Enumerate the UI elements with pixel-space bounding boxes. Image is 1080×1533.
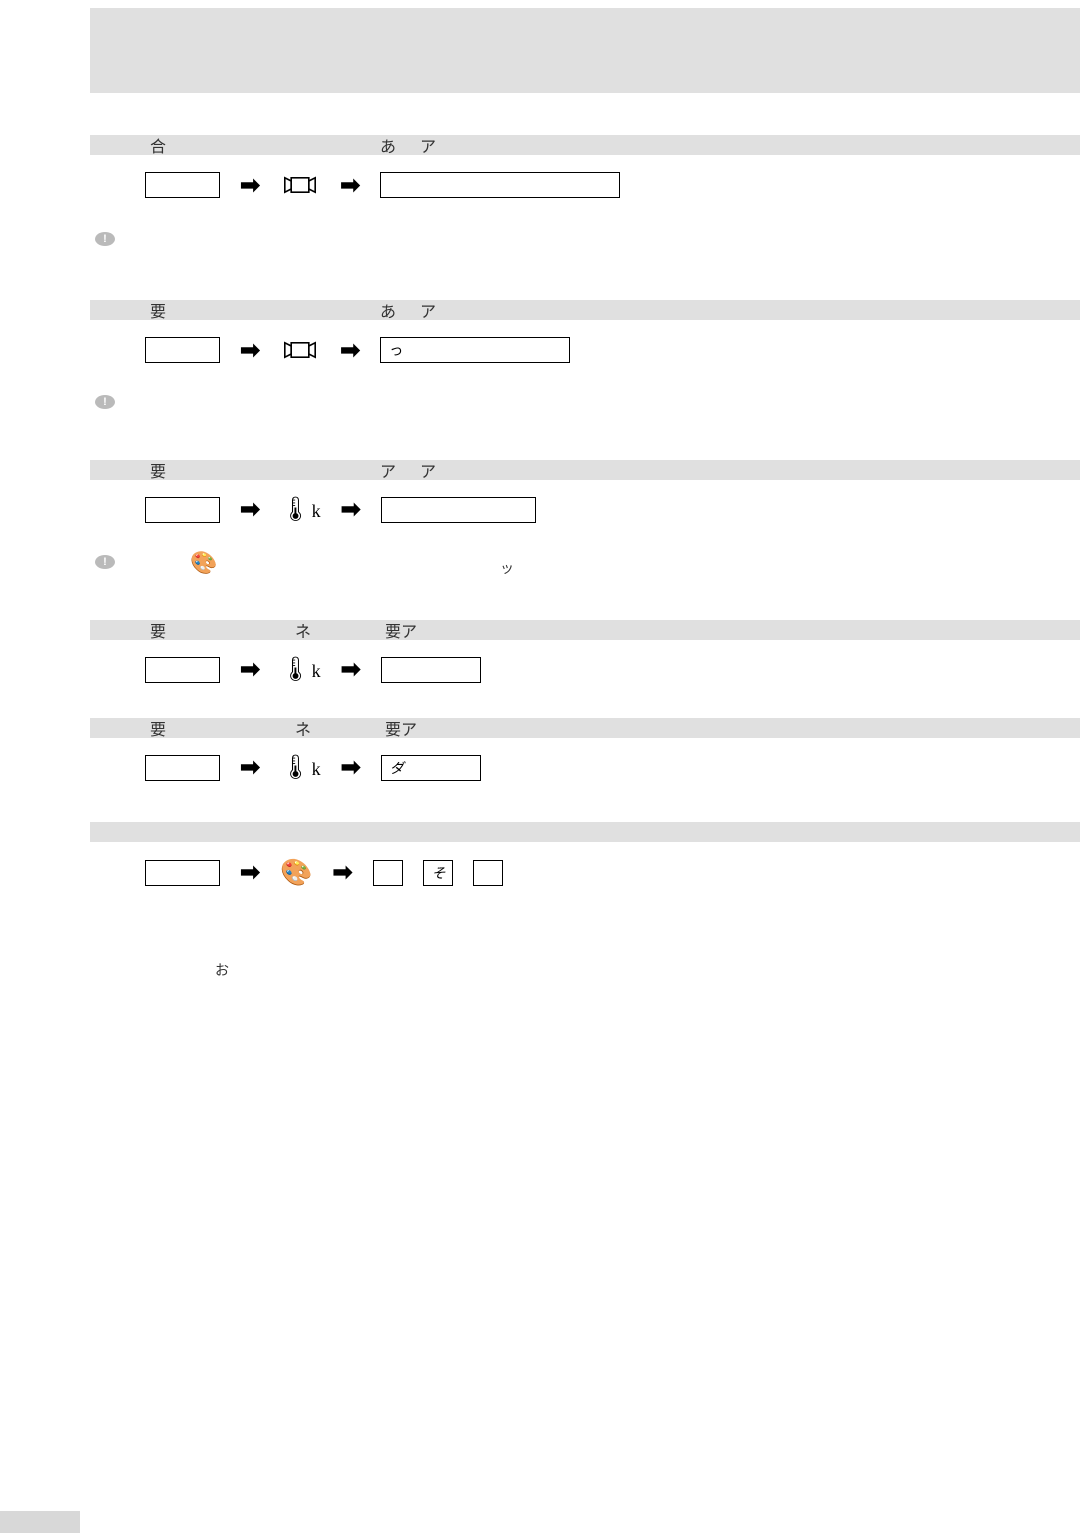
flow-5: ➡ 🌡k ➡ ダ bbox=[145, 753, 481, 782]
footer-tab bbox=[0, 1511, 80, 1533]
band5-col1: 要 bbox=[150, 716, 166, 740]
flow-1: ➡ ➡ bbox=[145, 170, 620, 200]
band1-col2: あ bbox=[380, 133, 396, 157]
flow5-box3: ダ bbox=[381, 755, 481, 781]
arrow-icon: ➡ bbox=[240, 858, 260, 887]
band4-mid: ネ bbox=[295, 618, 311, 642]
band1-col3: ア bbox=[420, 133, 436, 157]
flow3-box3 bbox=[381, 497, 536, 523]
section-band-4: 要 ネ 要ア bbox=[90, 620, 1080, 640]
flow6-box-b: そ bbox=[423, 860, 453, 886]
flow-4: ➡ 🌡k ➡ bbox=[145, 655, 481, 684]
flow6-box-c bbox=[473, 860, 503, 886]
band4-col3: 要ア bbox=[385, 618, 417, 642]
flow2-box3: っ bbox=[380, 337, 570, 363]
arrow-icon: ➡ bbox=[240, 171, 260, 200]
band3-col2: ア bbox=[380, 458, 396, 482]
arrow-icon: ➡ bbox=[240, 655, 260, 684]
band3-col3: ア bbox=[420, 458, 436, 482]
palette-icon: 🎨 bbox=[190, 550, 217, 576]
arrow-icon: ➡ bbox=[341, 753, 361, 782]
note-bullet-1 bbox=[95, 232, 115, 246]
note-bullet-2 bbox=[95, 395, 115, 409]
arrow-icon: ➡ bbox=[340, 336, 360, 365]
page-header-band bbox=[90, 8, 1080, 93]
section-band-2: 要 あ ア bbox=[90, 300, 1080, 320]
flow-3: ➡ 🌡k ➡ bbox=[145, 495, 536, 524]
arrow-icon: ➡ bbox=[341, 655, 361, 684]
camera-icon bbox=[280, 170, 320, 200]
flow1-box3 bbox=[380, 172, 620, 198]
band2-col1: 要 bbox=[150, 298, 166, 322]
flow1-box1 bbox=[145, 172, 220, 198]
arrow-icon: ➡ bbox=[240, 336, 260, 365]
arrow-icon: ➡ bbox=[240, 495, 260, 524]
thermometer-k-icon: 🌡k bbox=[280, 753, 320, 782]
flow6-box1 bbox=[145, 860, 220, 886]
band5-col3: 要ア bbox=[385, 716, 417, 740]
flow-6: ➡ 🎨 ➡ そ bbox=[145, 857, 503, 888]
section-band-6 bbox=[90, 822, 1080, 842]
arrow-icon: ➡ bbox=[341, 495, 361, 524]
section-band-5: 要 ネ 要ア bbox=[90, 718, 1080, 738]
section-band-1: 合 あ ア bbox=[90, 135, 1080, 155]
camera-icon bbox=[280, 335, 320, 365]
band2-col2: あ bbox=[380, 298, 396, 322]
thermometer-k-icon: 🌡k bbox=[280, 655, 320, 684]
band2-col3: ア bbox=[420, 298, 436, 322]
note3-text: ッ bbox=[500, 558, 514, 578]
thermometer-k-icon: 🌡k bbox=[280, 495, 320, 524]
flow6-box-b-label: そ bbox=[432, 863, 446, 883]
footnote-text: お bbox=[215, 960, 229, 980]
flow4-box3 bbox=[381, 657, 481, 683]
band3-col1: 要 bbox=[150, 458, 166, 482]
flow5-box3-label: ダ bbox=[390, 758, 404, 778]
arrow-icon: ➡ bbox=[340, 171, 360, 200]
flow-2: ➡ ➡ っ bbox=[145, 335, 570, 365]
flow6-box-a bbox=[373, 860, 403, 886]
palette-icon: 🎨 bbox=[280, 857, 312, 888]
band4-col1: 要 bbox=[150, 618, 166, 642]
arrow-icon: ➡ bbox=[332, 858, 352, 887]
band1-col1: 合 bbox=[150, 133, 166, 157]
section-band-3: 要 ア ア bbox=[90, 460, 1080, 480]
arrow-icon: ➡ bbox=[240, 753, 260, 782]
flow4-box1 bbox=[145, 657, 220, 683]
flow3-box1 bbox=[145, 497, 220, 523]
band5-mid: ネ bbox=[295, 716, 311, 740]
flow5-box1 bbox=[145, 755, 220, 781]
flow2-box1 bbox=[145, 337, 220, 363]
flow2-box3-label: っ bbox=[389, 340, 403, 360]
note-bullet-3 bbox=[95, 555, 115, 569]
